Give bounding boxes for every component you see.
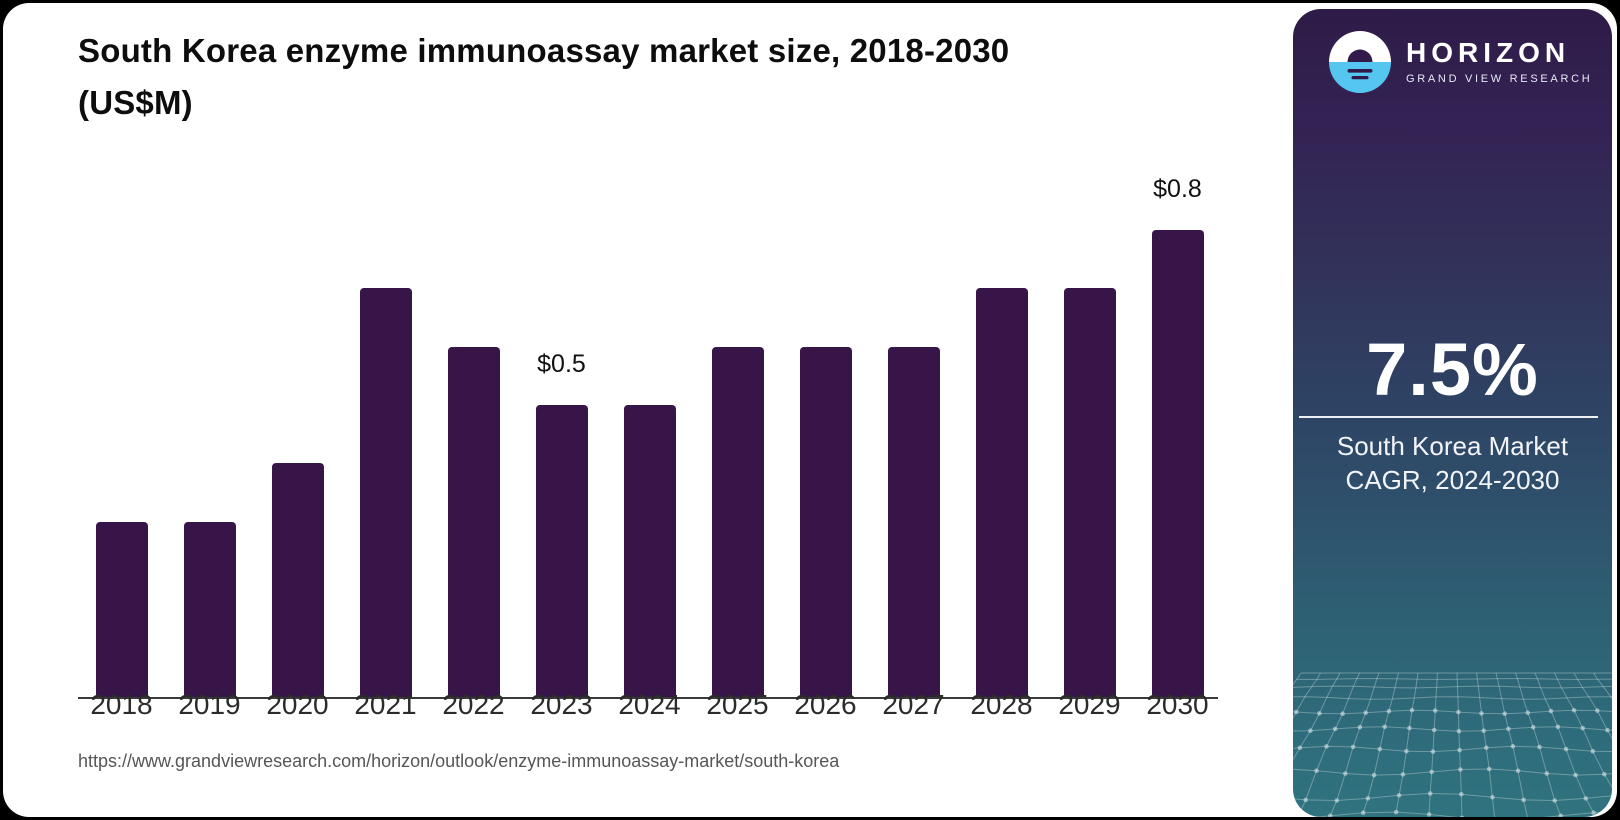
chart-title-line1: South Korea enzyme immunoassay market si… (78, 32, 1010, 69)
bar-2023 (535, 405, 588, 697)
bar-value-label-2030: $0.8 (1153, 175, 1202, 203)
bar-2026 (799, 347, 852, 697)
bar-2027 (887, 347, 940, 697)
x-axis-label-2019: 2019 (178, 689, 241, 720)
x-axis-label-2022: 2022 (442, 689, 505, 720)
bar-2025 (711, 347, 764, 697)
cagr-caption: South Korea Market CAGR, 2024-2030 (1293, 429, 1612, 497)
brand-name: HORIZON (1406, 37, 1571, 68)
x-axis-label-2018: 2018 (90, 689, 153, 720)
brand-block: HORIZON GRAND VIEW RESEARCH (1329, 31, 1592, 93)
x-axis-label-2030: 2030 (1146, 689, 1209, 720)
x-axis-label-2020: 2020 (266, 689, 329, 720)
cagr-value: 7.5% (1366, 328, 1539, 411)
x-axis-label-2024: 2024 (618, 689, 681, 720)
x-axis-label-2025: 2025 (706, 689, 769, 720)
bar-chart-plot-area: $0.5 $0.8 (78, 175, 1218, 699)
x-axis-label-2026: 2026 (794, 689, 857, 720)
x-axis-label-2021: 2021 (354, 689, 417, 720)
chart-title: South Korea enzyme immunoassay market si… (78, 25, 1228, 129)
bar-2028 (975, 288, 1028, 697)
x-axis-label-2029: 2029 (1058, 689, 1121, 720)
bar-2024 (623, 405, 676, 697)
bar-2021 (359, 288, 412, 697)
bar-2019 (183, 522, 236, 697)
chart-title-line2: (US$M) (78, 84, 193, 121)
bar-value-label-2023: $0.5 (537, 350, 586, 378)
brand-sidebar: HORIZON GRAND VIEW RESEARCH 7.5% South K… (1293, 9, 1612, 817)
infographic-card: South Korea enzyme immunoassay market si… (3, 3, 1617, 817)
x-axis-label-2028: 2028 (970, 689, 1033, 720)
x-axis-label-2027: 2027 (882, 689, 945, 720)
divider-line (1299, 416, 1598, 418)
x-axis-label-2023: 2023 (530, 689, 593, 720)
cagr-caption-line1: South Korea Market (1336, 431, 1569, 461)
bar-2022 (447, 347, 500, 697)
brand-tagline: GRAND VIEW RESEARCH (1406, 73, 1593, 85)
wireframe-mesh-decoration (1293, 672, 1612, 817)
bar-2030 (1151, 230, 1204, 697)
source-url-link[interactable]: https://www.grandviewresearch.com/horizo… (78, 751, 840, 771)
x-axis-labels: 2018 2019 2020 2021 2022 2023 2024 2025 2026 2027… (78, 689, 1218, 723)
bar-2029 (1063, 288, 1116, 697)
horizon-sun-logo-icon (1329, 31, 1391, 93)
bar-2020 (271, 463, 324, 697)
bar-2018 (95, 522, 148, 697)
cagr-caption-line2: CAGR, 2024-2030 (1345, 465, 1560, 495)
